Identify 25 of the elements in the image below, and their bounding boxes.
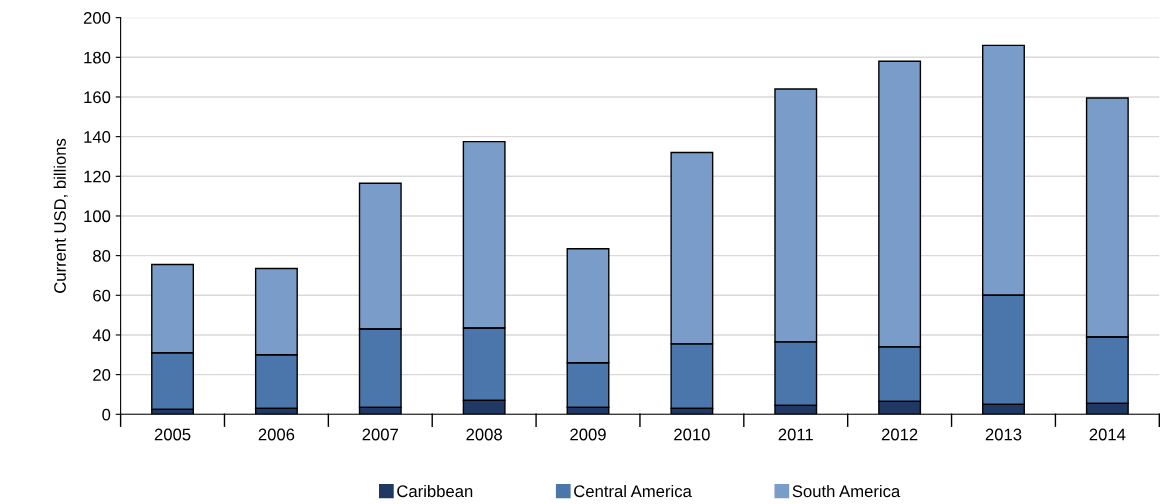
- x-tick-label: 2008: [466, 428, 502, 441]
- x-tick-label: 2009: [570, 428, 606, 441]
- y-tick-label: 0: [102, 408, 111, 421]
- y-tick-label: 40: [92, 329, 111, 342]
- x-tick-label: 2006: [258, 428, 295, 441]
- y-tick-label: 60: [93, 289, 111, 302]
- x-tick-label: 2011: [778, 428, 813, 441]
- legend-label: Caribbean: [397, 484, 473, 498]
- x-tick-label: 2007: [362, 428, 398, 441]
- y-tick-label: 160: [84, 91, 111, 104]
- legend-label: South America: [792, 484, 901, 498]
- legend-label: Central America: [574, 484, 692, 498]
- y-axis-title: Current USD, billions: [53, 138, 68, 293]
- x-tick-label: 2014: [1089, 428, 1126, 441]
- y-tick-label: 120: [84, 170, 111, 183]
- x-tick-label: 2013: [985, 428, 1022, 441]
- y-tick-label: 200: [83, 12, 111, 24]
- y-tick-label: 140: [84, 131, 111, 143]
- y-tick-label: 100: [84, 210, 111, 223]
- x-tick-label: 2010: [674, 428, 710, 441]
- y-tick-label: 180: [84, 51, 111, 64]
- x-tick-label: 2012: [881, 428, 918, 441]
- y-tick-label: 80: [93, 250, 111, 262]
- y-tick-label: 20: [93, 369, 111, 381]
- x-tick-label: 2005: [154, 428, 191, 441]
